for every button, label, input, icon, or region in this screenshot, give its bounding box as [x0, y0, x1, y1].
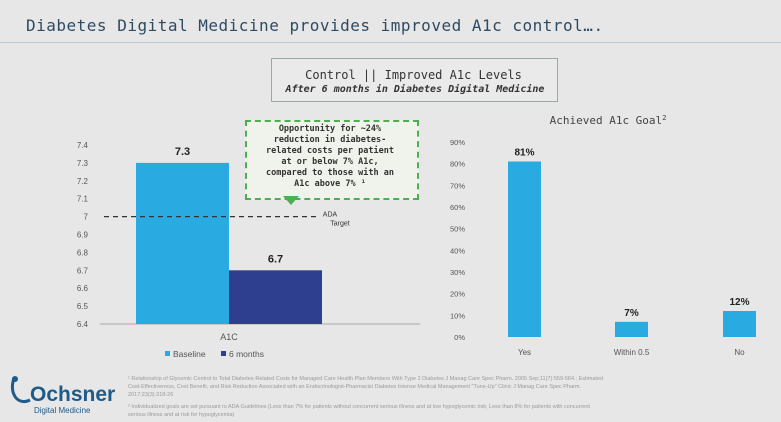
- logo-subtitle: Digital Medicine: [34, 406, 91, 415]
- bar-data-label: 6.7: [268, 253, 283, 265]
- x-category-label: A1C: [220, 332, 238, 342]
- y-tick-label: 6.4: [77, 320, 89, 329]
- y-tick-label: 6.6: [77, 284, 89, 293]
- ada-label: ADA: [323, 212, 338, 219]
- x-category-label: Within 0.5: [614, 348, 650, 357]
- footnote-line: serious illness and at risk for hypoglyc…: [128, 412, 235, 418]
- y-tick-label: 7.2: [77, 177, 89, 186]
- bar-data-label: 81%: [514, 148, 534, 159]
- goal-bar: [615, 321, 648, 337]
- y-tick-label: 90%: [450, 138, 465, 147]
- footnote-line: 2017;23(3):318-26: [128, 392, 174, 398]
- bar-data-label: 7%: [624, 308, 639, 319]
- callout-tail: [283, 196, 299, 205]
- x-category-label: No: [734, 348, 745, 357]
- callout-text: Opportunity for ~24% reduction in diabet…: [266, 124, 394, 189]
- y-tick-label: 70%: [450, 181, 465, 190]
- y-tick-label: 7.4: [77, 141, 89, 150]
- y-tick-label: 6.9: [77, 231, 89, 240]
- y-tick-label: 7.1: [77, 195, 89, 204]
- x-category-label: Yes: [518, 348, 531, 357]
- y-tick-label: 30%: [450, 268, 465, 277]
- subtitle-line2: After 6 months in Diabetes Digital Medic…: [285, 84, 545, 95]
- subtitle-line1: Control || Improved A1c Levels: [305, 68, 522, 82]
- slide-title: Diabetes Digital Medicine provides impro…: [26, 16, 604, 35]
- goal-bar: [723, 311, 756, 337]
- legend-swatch: [165, 351, 170, 356]
- legend-label: 6 months: [229, 349, 264, 359]
- ochsner-logo: Ochsner: [30, 383, 116, 406]
- y-tick-label: 20%: [450, 290, 465, 299]
- y-tick-label: 6.5: [77, 302, 89, 311]
- y-tick-label: 10%: [450, 311, 465, 320]
- legend-label: Baseline: [173, 349, 206, 359]
- goal-chart-title: Achieved A1c Goal2: [508, 114, 708, 127]
- bar-data-label: 7.3: [175, 146, 190, 158]
- bar-6-months: [229, 270, 322, 324]
- y-tick-label: 6.8: [77, 248, 89, 257]
- callout-box: [245, 120, 419, 200]
- bar-baseline: [136, 162, 229, 324]
- y-tick-label: 80%: [450, 160, 465, 169]
- y-tick-label: 60%: [450, 203, 465, 212]
- legend-swatch: [221, 351, 226, 356]
- footnote-line: ² Individualized goals are set pursuant …: [128, 404, 590, 410]
- title-divider: [0, 42, 781, 43]
- goal-bar: [508, 161, 541, 337]
- y-tick-label: 7: [84, 213, 89, 222]
- y-tick-label: 50%: [450, 225, 465, 234]
- ochsner-logo-mark: [10, 376, 31, 404]
- footnote-line: ¹ Relationship of Glycemic Control to To…: [128, 376, 604, 382]
- goal-chart-title-text: Achieved A1c Goal: [549, 114, 663, 127]
- ada-label: Target: [330, 221, 350, 228]
- y-tick-label: 0%: [454, 333, 465, 342]
- y-tick-label: 6.7: [77, 266, 89, 275]
- bar-data-label: 12%: [729, 297, 749, 308]
- goal-chart-title-sup: 2: [662, 114, 667, 122]
- y-tick-label: 7.3: [77, 159, 89, 168]
- y-tick-label: 40%: [450, 246, 465, 255]
- subtitle-box: [271, 58, 558, 102]
- footnote-line: Cost-Effectiveness, Cost Benefit, and Ri…: [128, 384, 581, 390]
